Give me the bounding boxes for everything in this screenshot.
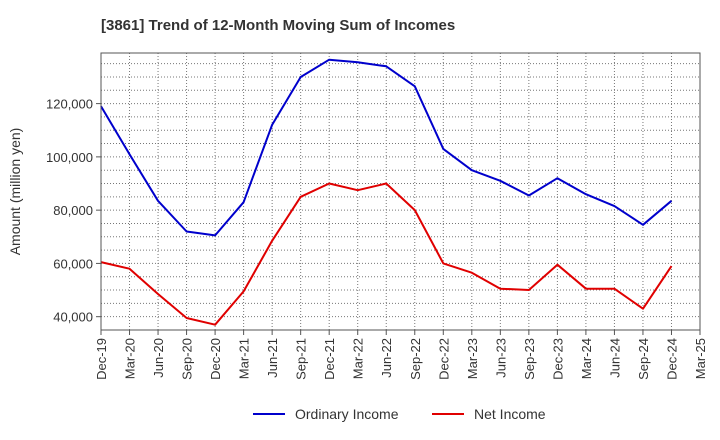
x-tick-label: Mar-21: [237, 338, 252, 379]
x-tick-label: Mar-25: [693, 338, 708, 379]
x-tick-label: Dec-21: [322, 338, 337, 380]
series-line-net-income: [100, 182, 673, 326]
x-axis-ticks: Dec-19 Mar-20 Jun-20 Sep-20 Dec-20 Mar-21 Jun-…: [94, 330, 708, 380]
x-tick-label: Mar-24: [579, 338, 594, 379]
legend-label-net-income: Net Income: [474, 406, 546, 422]
y-tick-label: 60,000: [53, 256, 93, 271]
x-tick-label: Sep-21: [294, 338, 309, 380]
x-tick-label: Sep-22: [408, 338, 423, 380]
x-tick-label: Sep-24: [636, 338, 651, 380]
y-tick-label: 120,000: [46, 97, 93, 112]
x-tick-label: Jun-24: [607, 338, 622, 378]
x-tick-label: Sep-23: [522, 338, 537, 380]
y-axis-ticks: 40,000 60,000 80,000 100,000 120,000: [46, 97, 101, 325]
chart-title: [3861] Trend of 12-Month Moving Sum of I…: [101, 17, 455, 34]
legend-label-ordinary-income: Ordinary Income: [295, 406, 399, 422]
x-tick-label: Jun-21: [265, 338, 280, 378]
series-layer: [100, 58, 673, 326]
x-tick-label: Jun-20: [151, 338, 166, 378]
x-tick-label: Sep-20: [180, 338, 195, 380]
x-tick-label: Mar-22: [351, 338, 366, 379]
series-line-ordinary-income: [100, 58, 673, 237]
x-tick-label: Mar-23: [465, 338, 480, 379]
x-tick-label: Dec-23: [550, 338, 565, 380]
x-tick-label: Dec-19: [94, 338, 109, 380]
x-tick-label: Dec-22: [436, 338, 451, 380]
x-tick-label: Jun-22: [379, 338, 394, 378]
x-tick-label: Dec-20: [208, 338, 223, 380]
grid: [100, 53, 701, 330]
y-tick-label: 40,000: [53, 310, 93, 325]
x-tick-label: Dec-24: [664, 338, 679, 380]
plot-frame: [100, 52, 701, 331]
x-tick-label: Mar-20: [123, 338, 138, 379]
y-tick-label: 80,000: [53, 203, 93, 218]
x-tick-label: Jun-23: [493, 338, 508, 378]
y-tick-label: 100,000: [46, 150, 93, 165]
legend: Ordinary Income Net Income: [253, 406, 546, 422]
y-axis-label: Amount (million yen): [7, 128, 23, 256]
